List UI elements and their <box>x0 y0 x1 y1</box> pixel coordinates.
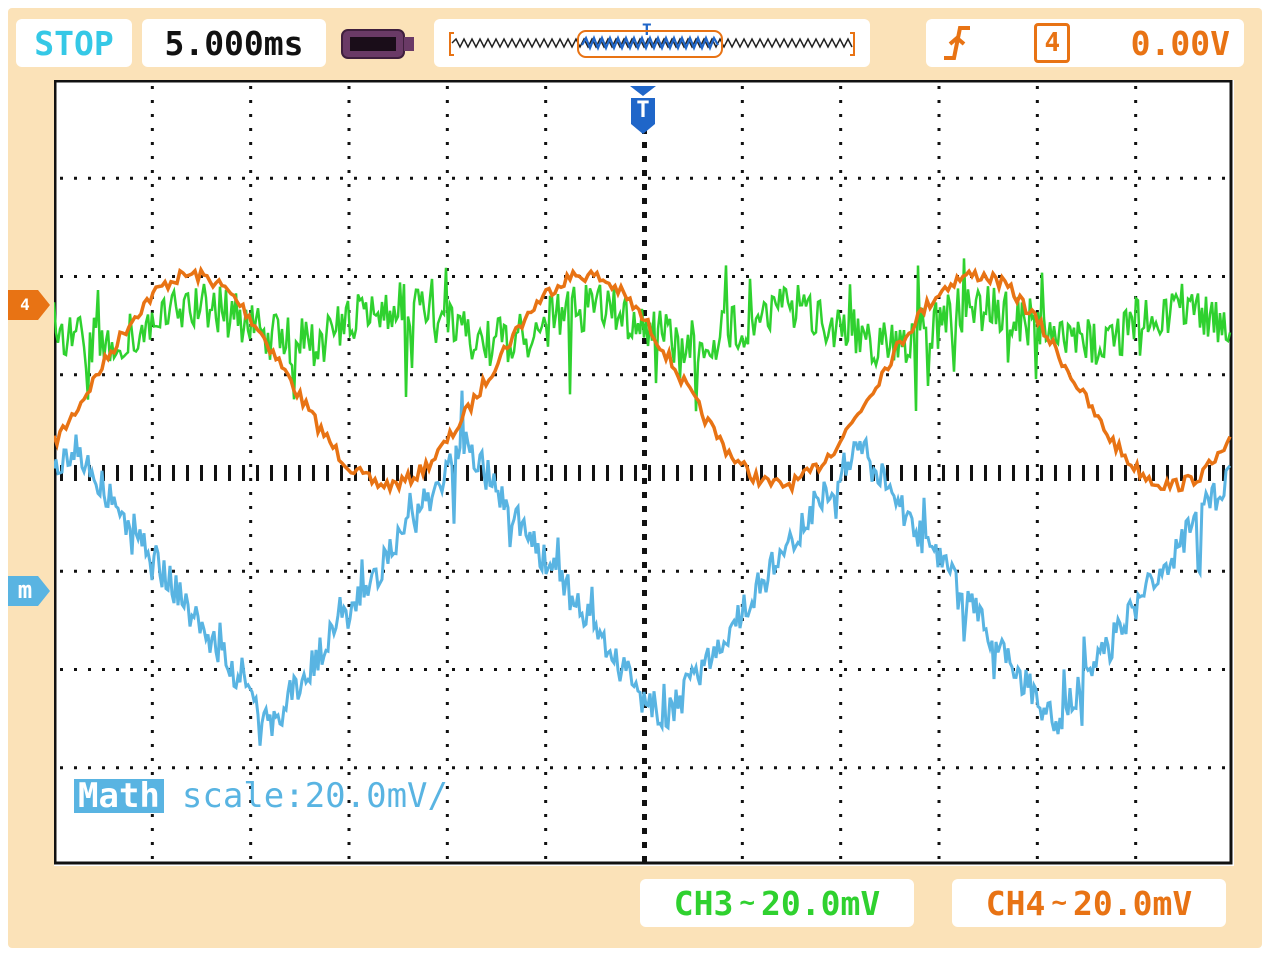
graticule-border <box>54 80 1233 865</box>
ch3-trace <box>54 258 1232 412</box>
trigger-source-badge: 4 <box>1034 23 1071 63</box>
graticule-grid <box>60 86 1225 862</box>
rising-edge-icon <box>944 26 970 60</box>
battery-icon <box>341 29 414 59</box>
ch3-scale-readout[interactable]: CH3 ~ 20.0mV <box>640 879 914 927</box>
trigger-position-marker[interactable]: T <box>628 84 658 136</box>
memory-window-indicator[interactable]: T <box>434 19 870 67</box>
memory-window-waveform-icon: T <box>449 21 855 58</box>
timebase-value: 5.000ms <box>164 23 304 63</box>
math-tag: Math <box>74 779 164 813</box>
waveform-display[interactable]: Math scale:20.0mV/ <box>54 80 1234 866</box>
math-marker-label: m <box>17 576 33 604</box>
ch3-scale-value: 20.0mV <box>761 883 881 923</box>
math-level-marker[interactable]: m <box>8 576 50 606</box>
ch3-name: CH3 <box>673 883 734 923</box>
math-scale-text: scale:20.0mV/ <box>181 776 448 816</box>
trigger-marker-label: T <box>636 98 650 123</box>
math-trace <box>54 390 1232 746</box>
math-scale-readout: Math scale:20.0mV/ <box>74 776 448 816</box>
run-stop-label: STOP <box>34 23 114 63</box>
trigger-level-value: 0.00V <box>1130 23 1230 63</box>
ch4-level-marker[interactable]: 4 <box>8 290 50 320</box>
ch4-scale-value: 20.0mV <box>1073 883 1193 923</box>
ch4-marker-label: 4 <box>20 295 30 314</box>
ch3-ac-coupling-icon: ~ <box>739 888 756 918</box>
run-stop-status[interactable]: STOP <box>16 19 132 67</box>
ch4-ac-coupling-icon: ~ <box>1051 888 1068 918</box>
ch4-scale-readout[interactable]: CH4 ~ 20.0mV <box>952 879 1226 927</box>
ch4-trace <box>54 265 1232 496</box>
trigger-readout[interactable]: 4 0.00V <box>926 19 1244 67</box>
timebase-readout[interactable]: 5.000ms <box>142 19 326 67</box>
ch4-name: CH4 <box>985 883 1046 923</box>
